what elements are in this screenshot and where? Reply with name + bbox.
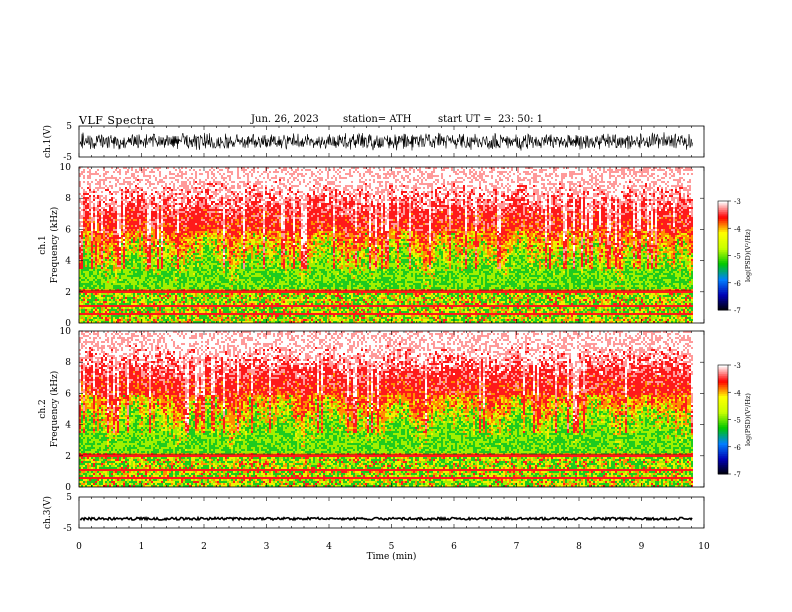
xtick-2: 2 [201, 542, 207, 552]
ch1-waveform-ylabel: ch.1(V) [42, 125, 53, 158]
ch3-waveform-frame [79, 497, 704, 528]
ch3-waveform-ytick-top: 5 [66, 493, 72, 503]
ch1-spectrogram-ytick-8: 8 [65, 194, 71, 204]
ch1-spectrogram-ylabel-channel: ch.1 [38, 235, 48, 254]
xtick-10: 10 [698, 542, 710, 552]
ch1-waveform-ytick-top: 5 [66, 122, 72, 132]
xtick-6: 6 [451, 542, 457, 552]
ch1-spectrogram-ytick-2: 2 [65, 288, 71, 298]
ch2-spectrogram-colorbar-label: log(PSD)(V²/Hz) [744, 393, 752, 446]
ch3-waveform-ylabel: ch.3(V) [42, 496, 53, 529]
xtick-7: 7 [514, 542, 520, 552]
ch2-spectrogram-ytick-2: 2 [65, 452, 71, 462]
ch1-spectrogram-colorbar-label: log(PSD)(V²/Hz) [744, 229, 752, 282]
ch1-spectrogram-colorbar-tick-m6: -6 [734, 280, 741, 288]
xtick-5: 5 [389, 542, 395, 552]
ch2-spectrogram-colorbar-tick-m6: -6 [734, 444, 741, 452]
ch2-spectrogram-colorbar-tick-m7: -7 [734, 471, 741, 479]
ch2-spectrogram-ytick-0: 0 [65, 483, 71, 493]
ch2-spectrogram-ytick-6: 6 [65, 389, 71, 399]
x-axis-label: Time (min) [367, 551, 417, 562]
xtick-4: 4 [326, 542, 332, 552]
ch1-waveform-trace [80, 132, 693, 150]
ch1-spectrogram-ylabel-frequency: Frequency (kHz) [49, 207, 60, 284]
ch1-spectrogram-ytick-10: 10 [60, 163, 72, 173]
xtick-0: 0 [76, 542, 82, 552]
ch3-waveform-ytick-bottom: -5 [63, 524, 72, 534]
xtick-3: 3 [264, 542, 270, 552]
ch1-spectrogram-ytick-4: 4 [65, 257, 71, 267]
ch2-spectrogram-ytick-10: 10 [60, 327, 72, 337]
xtick-8: 8 [576, 542, 582, 552]
ch1-spectrogram-ytick-6: 6 [65, 225, 71, 235]
ch2-spectrogram-colorbar-tick-m5: -5 [734, 417, 741, 425]
ch2-spectrogram-colorbar-tick-m3: -3 [734, 362, 741, 370]
ch1-waveform-ytick-bottom: -5 [63, 153, 72, 163]
ch2-spectrogram-image [79, 331, 693, 487]
xtick-9: 9 [639, 542, 645, 552]
ch1-spectrogram-colorbar-tick-m4: -4 [734, 225, 741, 233]
ch2-spectrogram-ylabel-frequency: Frequency (kHz) [49, 371, 60, 448]
ch3-waveform-trace [80, 518, 692, 520]
ch1-spectrogram-colorbar-tick-m5: -5 [734, 253, 741, 261]
ch1-spectrogram-image [79, 167, 693, 323]
ch2-spectrogram-ylabel-channel: ch.2 [38, 399, 48, 418]
ch2-spectrogram-ytick-8: 8 [65, 358, 71, 368]
xtick-1: 1 [139, 542, 145, 552]
ch2-spectrogram-colorbar-tick-m4: -4 [734, 389, 741, 397]
ch1-spectrogram-colorbar-tick-m3: -3 [734, 198, 741, 206]
ch1-spectrogram-colorbar-tick-m7: -7 [734, 307, 741, 315]
ch2-spectrogram-ytick-4: 4 [65, 421, 71, 431]
